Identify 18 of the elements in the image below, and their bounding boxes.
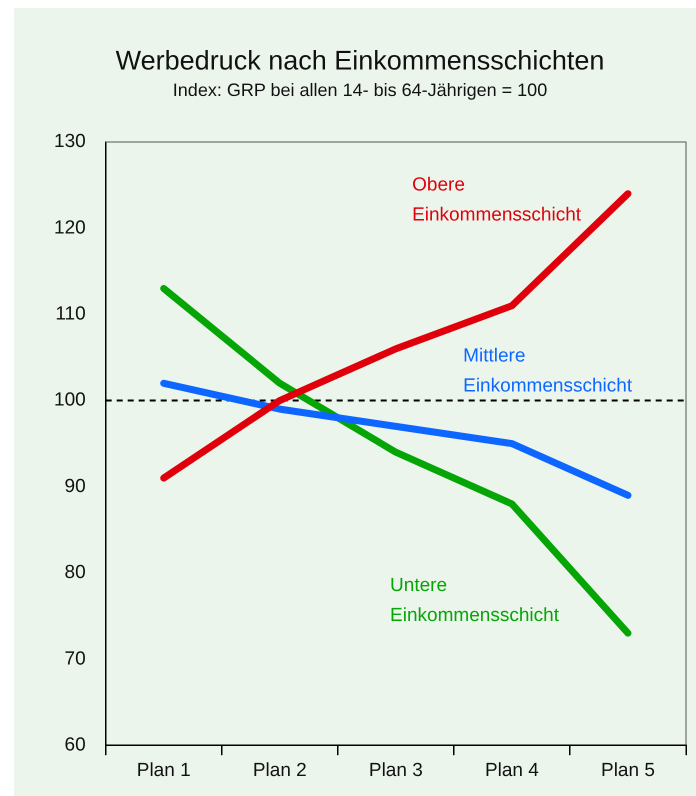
y-tick-label: 120 [54,217,86,238]
y-tick-label: 80 [64,562,86,584]
chart-subtitle: Index: GRP bei allen 14- bis 64-Jährigen = 100 [172,80,548,100]
x-tick-label: Plan 1 [136,760,191,781]
y-tick-label: 90 [64,476,86,497]
series-label: Obere Einkommensschicht [412,174,582,226]
x-tick-label: Plan 3 [368,760,423,781]
series-label: Untere Einkommensschicht [390,574,560,626]
y-tick-label: 100 [54,390,86,411]
x-tick-label: Plan 2 [252,760,307,781]
y-tick-label: 60 [64,734,86,756]
chart-title: Werbedruck nach Einkommensschichten [116,46,604,76]
x-tick-label: Plan 5 [601,760,655,781]
y-tick-label: 130 [54,131,86,152]
x-tick-label: Plan 4 [484,760,540,781]
y-tick-label: 110 [55,304,86,325]
y-tick-label: 70 [64,648,86,670]
text: Mittlere Einkommensschicht [463,346,633,397]
